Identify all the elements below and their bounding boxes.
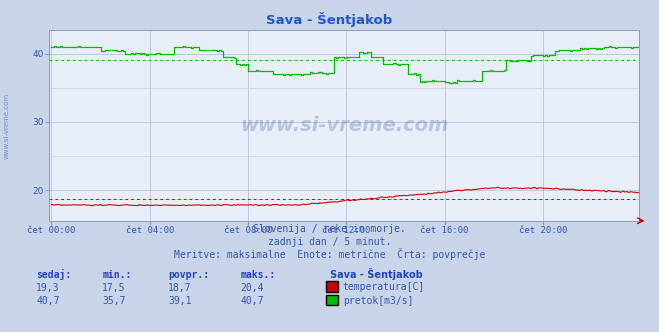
Text: 20,4: 20,4 bbox=[241, 283, 264, 293]
Text: sedaj:: sedaj: bbox=[36, 269, 71, 280]
Text: 18,7: 18,7 bbox=[168, 283, 192, 293]
Text: 40,7: 40,7 bbox=[36, 295, 60, 306]
Text: min.:: min.: bbox=[102, 270, 132, 280]
Text: 17,5: 17,5 bbox=[102, 283, 126, 293]
Text: 40,7: 40,7 bbox=[241, 295, 264, 306]
Text: 19,3: 19,3 bbox=[36, 283, 60, 293]
Text: Meritve: maksimalne  Enote: metrične  Črta: povprečje: Meritve: maksimalne Enote: metrične Črta… bbox=[174, 248, 485, 260]
Text: www.si-vreme.com: www.si-vreme.com bbox=[240, 116, 449, 135]
Text: povpr.:: povpr.: bbox=[168, 270, 209, 280]
Text: maks.:: maks.: bbox=[241, 270, 275, 280]
Text: Slovenija / reke in morje.: Slovenija / reke in morje. bbox=[253, 224, 406, 234]
Text: Sava - Šentjakob: Sava - Šentjakob bbox=[330, 268, 422, 280]
Text: 39,1: 39,1 bbox=[168, 295, 192, 306]
Text: www.si-vreme.com: www.si-vreme.com bbox=[3, 93, 10, 159]
Text: zadnji dan / 5 minut.: zadnji dan / 5 minut. bbox=[268, 237, 391, 247]
Text: Sava - Šentjakob: Sava - Šentjakob bbox=[266, 12, 393, 27]
Text: temperatura[C]: temperatura[C] bbox=[343, 283, 425, 292]
Text: 35,7: 35,7 bbox=[102, 295, 126, 306]
Text: pretok[m3/s]: pretok[m3/s] bbox=[343, 296, 413, 306]
